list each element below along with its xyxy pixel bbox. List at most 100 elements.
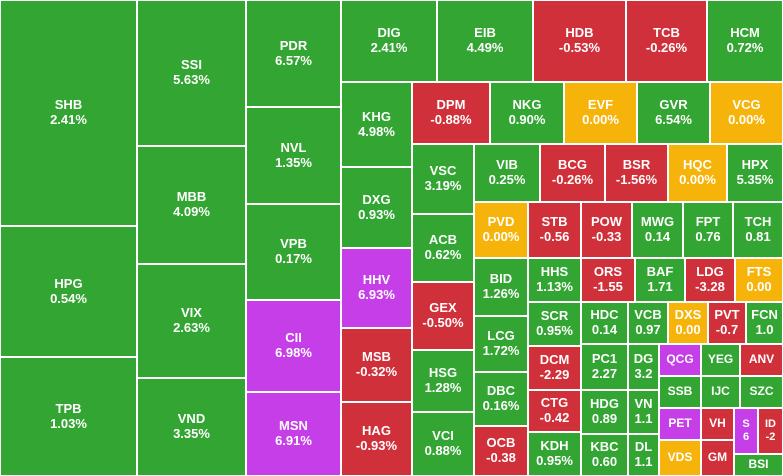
ticker-label: EIB <box>474 25 496 41</box>
treemap-cell-hhv[interactable]: HHV 6.93% <box>341 248 412 328</box>
treemap-cell-yeg[interactable]: YEG <box>701 344 740 376</box>
treemap-cell-cii[interactable]: CII 6.98% <box>246 300 341 392</box>
change-label: 3.2 <box>634 366 653 381</box>
change-label: 0.25% <box>488 172 526 187</box>
treemap-cell-hpx[interactable]: HPX 5.35% <box>727 144 783 202</box>
treemap-cell-nkg[interactable]: NKG 0.90% <box>490 82 564 144</box>
change-label: 1.1 <box>634 411 653 426</box>
treemap-cell-ssi[interactable]: SSI 5.63% <box>137 0 246 146</box>
change-label: 0.81 <box>745 229 771 244</box>
change-label: -2.29 <box>539 367 570 382</box>
change-label: 0.00 <box>746 279 772 294</box>
treemap-cell-shb[interactable]: SHB 2.41% <box>0 0 137 226</box>
treemap-cell-dg[interactable]: DG 3.2 <box>628 344 659 390</box>
treemap-cell-gm[interactable]: GM <box>701 440 734 476</box>
treemap-cell-vh[interactable]: VH <box>701 408 734 440</box>
treemap-cell-hhs[interactable]: HHS 1.13% <box>528 258 581 302</box>
change-label: 0.00 <box>675 322 701 337</box>
treemap-cell-vcg[interactable]: VCG 0.00% <box>710 82 783 144</box>
change-label: 1.28% <box>424 380 462 395</box>
treemap-cell-bid[interactable]: BID 1.26% <box>474 258 528 316</box>
treemap-cell-dxg[interactable]: DXG 0.93% <box>341 167 412 248</box>
change-label: -2 <box>765 431 776 443</box>
treemap-cell-tch[interactable]: TCH 0.81 <box>733 202 783 258</box>
treemap-cell-fpt[interactable]: FPT 0.76 <box>683 202 733 258</box>
treemap-cell-dxs[interactable]: DXS 0.00 <box>668 302 708 344</box>
treemap-cell-evf[interactable]: EVF 0.00% <box>564 82 637 144</box>
treemap-cell-vnd[interactable]: VND 3.35% <box>137 378 246 476</box>
treemap-cell-acb[interactable]: ACB 0.62% <box>412 214 474 282</box>
treemap-cell-gex[interactable]: GEX -0.50% <box>412 282 474 350</box>
treemap-cell-msn[interactable]: MSN 6.91% <box>246 392 341 476</box>
treemap-cell-stb[interactable]: STB -0.56 <box>528 202 581 258</box>
treemap-cell-ors[interactable]: ORS -1.55 <box>581 258 635 302</box>
treemap-cell-pvt[interactable]: PVT -0.7 <box>708 302 746 344</box>
treemap-cell-eib[interactable]: EIB 4.49% <box>437 0 533 82</box>
treemap-cell-szc[interactable]: SZC <box>740 376 783 408</box>
treemap-cell-vib[interactable]: VIB 0.25% <box>474 144 540 202</box>
treemap-cell-vci[interactable]: VCI 0.88% <box>412 412 474 476</box>
ticker-label: HSG <box>428 365 458 381</box>
treemap-cell-vsc[interactable]: VSC 3.19% <box>412 144 474 214</box>
treemap-cell-gvr[interactable]: GVR 6.54% <box>637 82 710 144</box>
ticker-label: GEX <box>429 300 457 316</box>
treemap-cell-bsi[interactable]: BSI <box>734 454 783 476</box>
treemap-cell-pet[interactable]: PET <box>659 408 701 440</box>
treemap-cell-vcb[interactable]: VCB 0.97 <box>628 302 668 344</box>
treemap-cell-dpm[interactable]: DPM -0.88% <box>412 82 490 144</box>
treemap-cell-khg[interactable]: KHG 4.98% <box>341 82 412 167</box>
change-label: 0.62% <box>424 247 462 262</box>
treemap-cell-pvd[interactable]: PVD 0.00% <box>474 202 528 258</box>
treemap-cell-ocb[interactable]: OCB -0.38 <box>474 426 528 476</box>
treemap-cell-kbc[interactable]: KBC 0.60 <box>581 434 628 476</box>
treemap-cell-scr[interactable]: SCR 0.95% <box>528 302 581 346</box>
treemap-cell-hsg[interactable]: HSG 1.28% <box>412 350 474 412</box>
treemap-cell-lcg[interactable]: LCG 1.72% <box>474 316 528 372</box>
treemap-cell-hcm[interactable]: HCM 0.72% <box>707 0 783 82</box>
treemap-cell-kdh[interactable]: KDH 0.95% <box>528 432 581 476</box>
treemap-cell-id[interactable]: ID -2 <box>758 408 783 454</box>
treemap-cell-ctg[interactable]: CTG -0.42 <box>528 390 581 432</box>
treemap-cell-hqc[interactable]: HQC 0.00% <box>668 144 727 202</box>
treemap-cell-vn[interactable]: VN 1.1 <box>628 390 659 434</box>
treemap-cell-vix[interactable]: VIX 2.63% <box>137 264 246 378</box>
treemap-cell-tpb[interactable]: TPB 1.03% <box>0 357 137 476</box>
treemap-cell-msb[interactable]: MSB -0.32% <box>341 328 412 402</box>
treemap-cell-qcg[interactable]: QCG <box>659 344 701 376</box>
treemap-cell-tcb[interactable]: TCB -0.26% <box>626 0 707 82</box>
treemap-cell-dig[interactable]: DIG 2.41% <box>341 0 437 82</box>
treemap-cell-hpg[interactable]: HPG 0.54% <box>0 226 137 357</box>
treemap-cell-pdr[interactable]: PDR 6.57% <box>246 0 341 107</box>
treemap-cell-pc1[interactable]: PC1 2.27 <box>581 344 628 390</box>
treemap-cell-vds[interactable]: VDS <box>659 440 701 476</box>
ticker-label: PET <box>668 416 692 431</box>
treemap-cell-hdg[interactable]: HDG 0.89 <box>581 390 628 434</box>
ticker-label: POW <box>590 214 623 230</box>
treemap-cell-hdc[interactable]: HDC 0.14 <box>581 302 628 344</box>
treemap-cell-pow[interactable]: POW -0.33 <box>581 202 632 258</box>
change-label: 0.00% <box>482 229 520 244</box>
change-label: -0.42 <box>539 410 570 425</box>
treemap-cell-dl[interactable]: DL 1.1 <box>628 434 659 476</box>
ticker-label: HPX <box>741 157 769 173</box>
treemap-cell-fts[interactable]: FTS 0.00 <box>735 258 783 302</box>
treemap-cell-ldg[interactable]: LDG -3.28 <box>685 258 735 302</box>
treemap-cell-vpb[interactable]: VPB 0.17% <box>246 204 341 300</box>
treemap-cell-baf[interactable]: BAF 1.71 <box>635 258 685 302</box>
treemap-cell-ssb[interactable]: SSB <box>659 376 701 408</box>
ticker-label: PVD <box>487 214 515 230</box>
treemap-cell-dbc[interactable]: DBC 0.16% <box>474 372 528 426</box>
treemap-cell-nvl[interactable]: NVL 1.35% <box>246 107 341 204</box>
treemap-cell-hag[interactable]: HAG -0.93% <box>341 402 412 476</box>
treemap-cell-dcm[interactable]: DCM -2.29 <box>528 346 581 390</box>
treemap-cell-bcg[interactable]: BCG -0.26% <box>540 144 605 202</box>
treemap-cell-hdb[interactable]: HDB -0.53% <box>533 0 626 82</box>
treemap-cell-mbb[interactable]: MBB 4.09% <box>137 146 246 264</box>
treemap-cell-mwg[interactable]: MWG 0.14 <box>632 202 683 258</box>
treemap-cell-bsr[interactable]: BSR -1.56% <box>605 144 668 202</box>
treemap-cell-anv[interactable]: ANV <box>740 344 783 376</box>
treemap-cell-fcn[interactable]: FCN 1.0 <box>746 302 783 344</box>
ticker-label: CTG <box>540 395 569 411</box>
treemap-cell-ijc[interactable]: IJC <box>701 376 740 408</box>
